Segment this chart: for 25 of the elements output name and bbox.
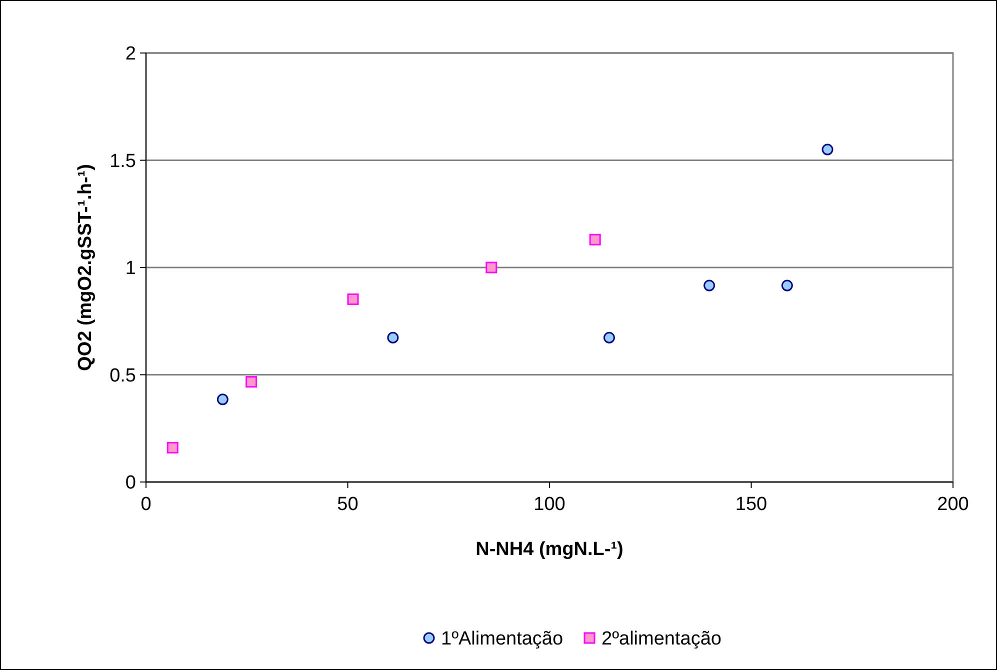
y-tick-label: 2 — [125, 44, 136, 65]
point — [246, 376, 258, 388]
y-tick-label: 1 — [125, 258, 136, 280]
y-axis-title: QO2 (mgO2.gSST-¹.h-¹) — [75, 164, 96, 371]
y-tick-label: 0.5 — [110, 365, 136, 386]
x-tick-label: 200 — [937, 494, 969, 515]
x-tick-label: 0 — [140, 494, 152, 515]
y-tick-label: 0 — [125, 472, 136, 494]
point — [589, 234, 601, 246]
point — [166, 442, 178, 454]
point — [603, 332, 615, 344]
point — [486, 262, 498, 274]
x-tick-label: 150 — [735, 494, 768, 515]
x-tick-label: 50 — [337, 494, 358, 515]
point — [822, 144, 834, 156]
point — [704, 280, 716, 292]
legend-label: 2ºalimentação — [602, 628, 722, 650]
y-tick-label: 1.5 — [110, 150, 136, 172]
point — [781, 280, 793, 292]
point — [216, 394, 228, 406]
point — [387, 332, 399, 344]
point — [347, 293, 359, 305]
x-axis-title: N-NH4 (mgN.L-¹) — [476, 539, 624, 560]
legend-label: 1ºAlimentação — [441, 628, 564, 650]
x-tick-label: 100 — [534, 494, 566, 515]
